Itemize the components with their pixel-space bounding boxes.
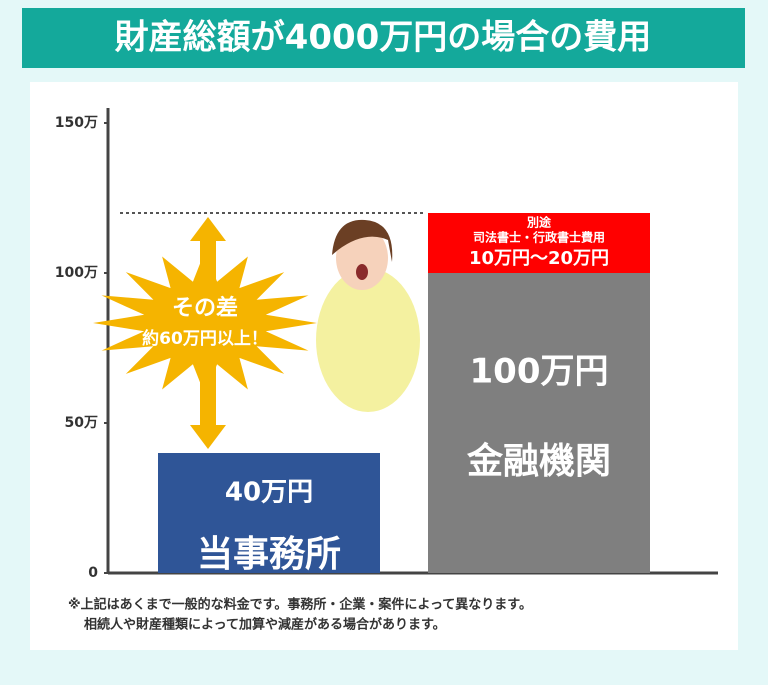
bar-segment	[428, 213, 650, 273]
person-mouth	[356, 264, 368, 280]
category-label: 当事務所	[197, 534, 341, 575]
annotation: その差	[172, 295, 238, 321]
footnote: 相続人や財産種類によって加算や減産がある場合があります。	[84, 617, 446, 633]
value-label: 40万円	[225, 478, 313, 508]
title-bar	[22, 8, 745, 68]
chart-title: 財産総額が4000万円の場合の費用	[115, 18, 652, 58]
arrow-head	[190, 425, 226, 449]
bar-segment	[428, 273, 650, 573]
arrow-head	[190, 217, 226, 241]
segment-caption: 司法書士・行政書士費用	[473, 230, 605, 245]
footnote: ※上記はあくまで一般的な料金です。事務所・企業・案件によって異なります。	[68, 597, 532, 613]
y-tick-label: 50万	[65, 415, 98, 431]
person	[316, 219, 420, 412]
starburst	[93, 251, 317, 395]
y-tick-label: 0	[88, 565, 98, 581]
person-hair	[332, 219, 393, 262]
person-body	[316, 268, 420, 412]
segment-value-label: 10万円～20万円	[469, 248, 609, 269]
value-label: 100万円	[470, 352, 609, 392]
annotation: 約60万円以上！	[142, 328, 268, 349]
category-label: 金融機関	[466, 440, 611, 482]
bar-segment	[158, 453, 380, 573]
segment-caption: 別途	[526, 215, 552, 230]
y-tick-label: 150万	[55, 115, 98, 131]
y-tick-label: 100万	[55, 265, 98, 281]
